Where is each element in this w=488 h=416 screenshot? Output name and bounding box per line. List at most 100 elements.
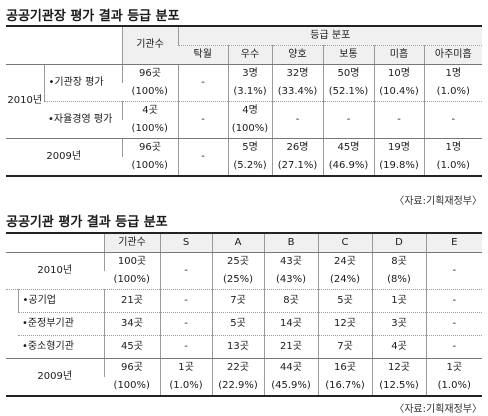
table2-value-cell: 14곳 [263, 312, 318, 336]
table1-grade-header: 양호 [271, 45, 323, 65]
table2-grade-distribution: 기관수 S A B C D E 2010년 100곳 - 25곳 43곳 24곳… [6, 232, 482, 397]
table1-value-cell: 19명 [373, 138, 424, 157]
table2-corner-cell [6, 232, 104, 253]
table1-pct-cell: (10.4%) [373, 83, 424, 102]
table2-title: 공공기관 평가 결과 등급 분포 [6, 215, 168, 230]
table2-grade-header: S [159, 232, 212, 253]
table2-value-cell: 43곳 [263, 252, 318, 271]
table2-value-cell: 7곳 [317, 335, 372, 359]
table2-value-cell: 5곳 [317, 289, 372, 313]
table1-count-header: 기관수 [121, 25, 178, 65]
table2-count-pct-cell: (100%) [104, 377, 160, 397]
table1-row-label: •자율경영 평가 [44, 101, 122, 139]
table2-year-2010-label: 2010년 [6, 252, 104, 290]
table2-value-cell: - [159, 289, 212, 313]
table1-pct-cell: (1.0%) [423, 157, 483, 177]
table1-value-cell: 10명 [373, 64, 424, 83]
table1-count-cell: 4곳 [121, 101, 178, 120]
table2-pct-cell: (8%) [371, 271, 426, 290]
table1-value-cell: 32명 [271, 64, 323, 83]
table1-count-cell: 96곳 [121, 64, 178, 83]
table2-value-cell: - [425, 252, 482, 290]
table2-year-2009-label: 2009년 [6, 358, 104, 397]
table2-value-cell: - [159, 335, 212, 359]
table1-pct-cell: (5.2%) [227, 157, 272, 177]
table1-value-cell: - [423, 101, 483, 139]
table2-pct-cell: (25%) [211, 271, 264, 290]
table2-value-cell: 12곳 [317, 312, 372, 336]
table2-pct-cell: (45.9%) [263, 377, 318, 397]
table2-value-cell: 4곳 [371, 335, 426, 359]
table2-pct-cell: (1.0%) [159, 377, 212, 397]
table2-source-note: 〈자료:기획재정부〉 [394, 404, 482, 415]
table2-count-header: 기관수 [103, 232, 160, 253]
table2-grade-header: E [425, 232, 482, 253]
table2-value-cell: 13곳 [211, 335, 264, 359]
table1-pct-cell: (19.8%) [373, 157, 424, 177]
table2-value-cell: 1곳 [371, 289, 426, 313]
table2-pct-cell: (16.7%) [317, 377, 372, 397]
table1-value-cell: 26명 [271, 138, 323, 157]
table1-pct-cell: (46.9%) [322, 157, 374, 177]
table1-value-cell: 1명 [423, 138, 483, 157]
table1-value-cell: 1명 [423, 64, 483, 83]
table2-count-pct-cell: (100%) [104, 271, 160, 290]
table2-value-cell: 1곳 [425, 358, 482, 377]
table1-pct-cell: (3.1%) [227, 83, 272, 102]
table1-grade-header: 우수 [227, 45, 272, 65]
table2-pct-cell: (24%) [317, 271, 372, 290]
table2-count-cell: 21곳 [103, 289, 160, 313]
table2-value-cell: - [425, 312, 482, 336]
table1-value-cell: 5명 [227, 138, 272, 157]
table1-grade-header: 보통 [322, 45, 374, 65]
table1-count-pct-cell: (100%) [122, 83, 178, 102]
table2-value-cell: 3곳 [371, 312, 426, 336]
table2-value-cell: - [159, 252, 212, 290]
table2-count-cell: 34곳 [103, 312, 160, 336]
table2-row-label: •준정부기관 [18, 312, 104, 336]
table1-corner-cell [6, 25, 122, 65]
table1-title: 공공기관장 평가 결과 등급 분포 [6, 9, 180, 24]
table2-grade-header: A [211, 232, 264, 253]
table2-value-cell: 7곳 [211, 289, 264, 313]
table1-grade-group-header: 등급 분포 [177, 25, 483, 46]
table1-pct-cell: (33.4%) [271, 83, 323, 102]
table2-value-cell: 8곳 [263, 289, 318, 313]
table2-count-cell: 96곳 [103, 358, 160, 377]
table2-pct-cell: (12.5%) [371, 377, 426, 397]
table1-count-pct-cell: (100%) [122, 157, 178, 177]
table1-grade-distribution: 기관수 등급 분포 탁월 우수 양호 보통 미흡 아주미흡 2010년 •기관장… [6, 25, 483, 177]
table2-pct-cell: (1.0%) [425, 377, 482, 397]
table2-value-cell: 25곳 [211, 252, 264, 271]
table1-count-cell: 96곳 [121, 138, 178, 157]
table2-grade-header: C [317, 232, 372, 253]
table2-pct-cell: (43%) [263, 271, 318, 290]
table1-value-cell: - [177, 101, 228, 139]
table1-value-cell: 4명 [227, 101, 272, 120]
table2-row-label: •공기업 [17, 289, 104, 313]
table2-value-cell: - [425, 289, 482, 313]
table2-indent-cell [6, 289, 18, 359]
table2-value-cell: 44곳 [263, 358, 318, 377]
table1-value-cell: - [271, 101, 323, 139]
table2-value-cell: 24곳 [317, 252, 372, 271]
table2-grade-header: B [263, 232, 318, 253]
table1-count-pct-cell: (100%) [122, 120, 178, 139]
table2-value-cell: 16곳 [317, 358, 372, 377]
table1-value-cell: - [177, 138, 228, 177]
table2-count-cell: 100곳 [103, 252, 160, 271]
table2-grade-header: D [371, 232, 426, 253]
table2-row-label: •중소형기관 [18, 335, 104, 359]
table1-value-cell: 3명 [227, 64, 272, 83]
table1-value-cell: 45명 [322, 138, 374, 157]
table2-value-cell: - [425, 335, 482, 359]
table2-value-cell: 21곳 [263, 335, 318, 359]
table1-value-cell: - [177, 64, 228, 102]
table1-value-cell: - [322, 101, 374, 139]
table1-source-note: 〈자료:기획재정부〉 [394, 196, 482, 207]
table1-grade-header: 미흡 [373, 45, 424, 65]
table1-year-2009-label: 2009년 [6, 138, 122, 177]
table1-pct-cell: (1.0%) [423, 83, 483, 102]
table2-value-cell: - [159, 312, 212, 336]
table1-pct-cell: (52.1%) [322, 83, 374, 102]
